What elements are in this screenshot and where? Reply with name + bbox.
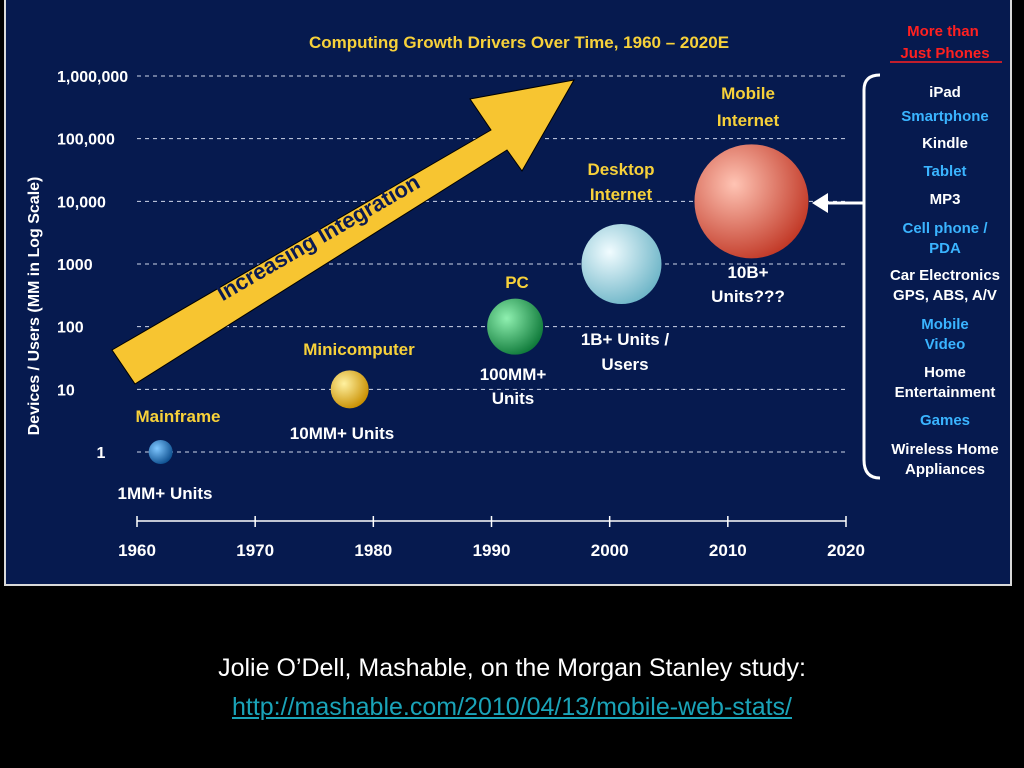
bubble-units-line: 10B+ <box>727 263 768 282</box>
x-tick-labels: 1960 1970 1980 1990 2000 2010 2020 <box>118 516 865 560</box>
bubbles: Mainframe 1MM+ Units Minicomputer 10MM+ Uni… <box>118 84 809 503</box>
chart-title: Computing Growth Drivers Over Time, 1960… <box>309 33 729 52</box>
sidebar-item: iPad <box>929 84 961 101</box>
x-tick-label: 1990 <box>473 541 511 560</box>
sidebar-arrow-head <box>812 193 828 213</box>
y-tick-label: 100,000 <box>57 132 115 149</box>
bubble-name-line: Desktop <box>587 160 654 179</box>
sidebar-title-line: More than <box>907 23 979 40</box>
sidebar-item: Home Entertainment <box>895 364 996 401</box>
sidebar-items: iPad Smartphone Kindle Tablet MP3 Cell phone … <box>890 84 1000 478</box>
y-tick-label: 1 <box>97 445 106 462</box>
sidebar-item: Tablet <box>923 163 966 180</box>
sidebar-item-line: PDA <box>929 240 961 257</box>
bubble-units-line: 1B+ Units / <box>581 330 670 349</box>
sidebar-item-line: Video <box>925 336 966 353</box>
bubble-pc <box>487 298 544 355</box>
x-tick-label: 2010 <box>709 541 747 560</box>
sidebar-item-line: Mobile <box>921 316 969 333</box>
y-tick-label: 10 <box>57 382 75 399</box>
sidebar-title-line: Just Phones <box>900 45 989 62</box>
bubble-units-line: Units??? <box>711 287 785 306</box>
bubble-name-label: PC <box>505 273 529 292</box>
y-axis-label: Devices / Users (MM in Log Scale) <box>26 177 43 436</box>
sidebar-item-line: Entertainment <box>895 384 996 401</box>
y-tick-label: 1,000,000 <box>57 69 128 86</box>
y-tick-labels: 1 10 100 1000 10,000 100,000 1,000,000 <box>57 69 128 462</box>
bubble-units-line: 100MM+ <box>480 365 547 384</box>
sidebar-bracket <box>862 73 881 480</box>
bubble-name-line: Internet <box>717 111 780 130</box>
bubble-mobile-internet <box>694 144 809 259</box>
bubble-mainframe <box>148 440 173 464</box>
sidebar-item: Car Electronics GPS, ABS, A/V <box>890 267 1000 304</box>
sidebar-item: MP3 <box>930 191 961 208</box>
sidebar-item: Mobile Video <box>921 316 969 353</box>
sidebar-item: Games <box>920 412 970 429</box>
bubble-units-label: 10B+ Units??? <box>711 263 785 306</box>
x-tick-label: 1980 <box>354 541 392 560</box>
y-tick-label: 10,000 <box>57 194 106 211</box>
bubble-units-label: 1MM+ Units <box>118 484 213 503</box>
sidebar-item-line: Home <box>924 364 966 381</box>
y-tick-label: 100 <box>57 320 84 337</box>
bubble-units-line: Users <box>601 355 648 374</box>
bubble-name-line: Mobile <box>721 84 775 103</box>
bubble-desktop-internet <box>581 224 662 304</box>
bubble-units-label: 10MM+ Units <box>290 424 394 443</box>
x-tick-label: 2020 <box>827 541 865 560</box>
caption-text: Jolie O’Dell, Mashable, on the Morgan St… <box>218 654 806 682</box>
bubble-units-label: 1B+ Units / Users <box>581 330 670 374</box>
sidebar-item-line: Appliances <box>905 461 985 478</box>
sidebar-item-line: Wireless Home <box>891 441 998 458</box>
x-tick-label: 1970 <box>236 541 274 560</box>
integration-arrow-label: Increasing Integration <box>212 169 424 306</box>
y-tick-label: 1000 <box>57 257 93 274</box>
chart: Computing Growth Drivers Over Time, 1960… <box>26 23 1002 560</box>
bubble-units-label: 100MM+ Units <box>480 365 547 408</box>
bubble-units-line: Units <box>492 389 535 408</box>
bubble-name-label: Minicomputer <box>303 340 415 359</box>
sidebar: More than Just Phones iPad Smartphone Kind… <box>812 23 1002 480</box>
sidebar-item-line: GPS, ABS, A/V <box>893 287 997 304</box>
integration-arrow-shape <box>111 79 575 385</box>
bubble-name-line: Internet <box>590 185 653 204</box>
bubble-name-label: Mobile Internet <box>717 84 780 130</box>
sidebar-item: Smartphone <box>901 108 989 125</box>
bubble-minicomputer <box>330 370 369 409</box>
sidebar-item-line: Car Electronics <box>890 267 1000 284</box>
bubble-name-label: Mainframe <box>135 407 220 426</box>
x-tick-label: 1960 <box>118 541 156 560</box>
sidebar-title: More than Just Phones <box>900 23 989 62</box>
caption-link[interactable]: http://mashable.com/2010/04/13/mobile-we… <box>231 693 793 721</box>
sidebar-item: Kindle <box>922 135 968 152</box>
sidebar-item: Cell phone / PDA <box>902 220 988 257</box>
bubble-name-label: Desktop Internet <box>587 160 654 204</box>
x-tick-label: 2000 <box>591 541 629 560</box>
sidebar-item-line: Cell phone / <box>902 220 988 237</box>
sidebar-item: Wireless Home Appliances <box>891 441 998 478</box>
